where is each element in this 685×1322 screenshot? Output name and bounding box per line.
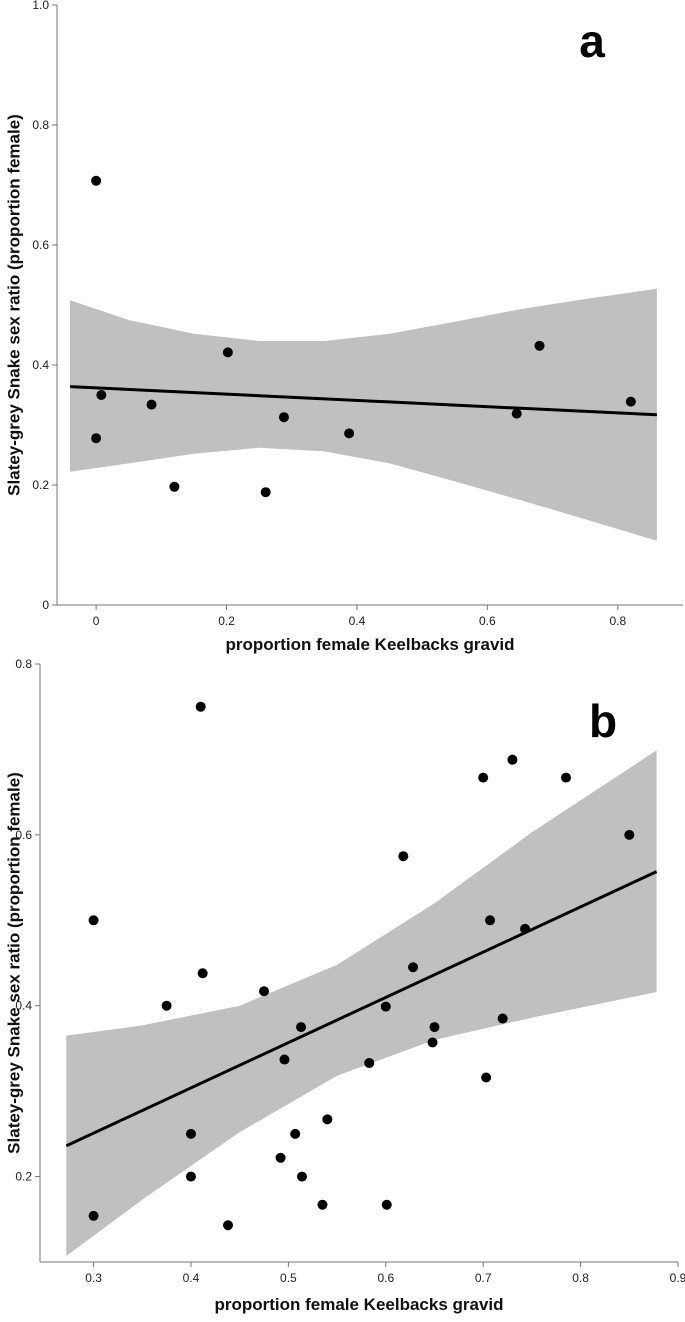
data-point — [398, 851, 409, 862]
panel-b: 0.2 0.4 0.6 0.8 0.3 0.4 0.5 0.6 0.7 0.8 0.9 proport… — [4, 657, 685, 1314]
y-tick-label: 0.6 — [32, 238, 49, 252]
data-point — [317, 1199, 328, 1210]
data-point — [185, 1171, 196, 1182]
y-tick-label: 0.4 — [15, 999, 32, 1013]
y-axis-title: Slatey-grey Snake sex ratio (proportion … — [4, 114, 23, 496]
data-point — [560, 772, 571, 783]
x-axis-title: proportion female Keelbacks gravid — [225, 635, 514, 654]
y-tick-label: 0.2 — [32, 478, 49, 492]
data-point — [485, 915, 496, 926]
y-tick-label: 0.4 — [32, 358, 49, 372]
panel-label: b — [589, 695, 617, 747]
data-point — [275, 1152, 286, 1163]
data-point — [322, 1114, 333, 1125]
data-point — [91, 433, 102, 444]
data-point — [195, 701, 206, 712]
y-axis-title: Slatey-grey Snake sex ratio (proportion … — [4, 772, 23, 1154]
panel-a: 0 0.2 0.4 0.6 0.8 1.0 0 0.2 0.4 0.6 0.8 proportion … — [4, 0, 683, 654]
regression-line — [69, 385, 657, 417]
data-point — [497, 1013, 508, 1024]
y-tick-label: 1.0 — [32, 0, 49, 12]
y-tick-label: 0.8 — [32, 118, 49, 132]
data-point — [222, 1220, 233, 1231]
data-point — [146, 399, 157, 410]
data-point — [427, 1037, 438, 1048]
y-tick-label: 0.8 — [15, 657, 32, 671]
x-axis-title: proportion female Keelbacks gravid — [214, 1295, 503, 1314]
data-point — [197, 968, 208, 979]
x-tick-label: 0.8 — [572, 1271, 589, 1285]
x-tick-label: 0.4 — [183, 1271, 200, 1285]
data-point — [380, 1001, 391, 1012]
data-point — [624, 829, 635, 840]
x-tick-label: 0.3 — [85, 1271, 102, 1285]
x-tick-label: 0.9 — [670, 1271, 685, 1285]
data-point — [96, 390, 107, 400]
data-point — [511, 408, 522, 419]
x-tick-label: 0.4 — [349, 614, 366, 628]
data-point — [88, 915, 99, 926]
panel-label: a — [579, 15, 605, 67]
y-tick-label: 0 — [42, 598, 49, 612]
data-point — [625, 396, 636, 407]
data-point — [297, 1171, 308, 1182]
data-point — [381, 1199, 392, 1210]
data-point — [478, 772, 489, 783]
data-point — [169, 481, 180, 492]
data-point — [507, 754, 518, 765]
data-point — [222, 347, 233, 358]
data-point — [481, 1072, 492, 1083]
data-point — [408, 962, 419, 973]
data-point — [185, 1128, 196, 1139]
y-tick-label: 0.2 — [15, 1170, 32, 1184]
confidence-band — [66, 750, 657, 1256]
x-tick-label: 0.7 — [475, 1271, 492, 1285]
data-point — [534, 340, 545, 351]
x-tick-label: 0 — [93, 614, 100, 628]
x-tick-label: 0.2 — [218, 614, 235, 628]
data-point — [161, 1000, 172, 1011]
data-point — [296, 1022, 307, 1033]
data-point — [520, 923, 531, 934]
data-point — [290, 1128, 301, 1139]
data-point — [344, 428, 355, 439]
x-tick-label: 0.8 — [609, 614, 626, 628]
y-tick-label: 0.6 — [15, 828, 32, 842]
data-point — [364, 1057, 375, 1068]
data-point — [260, 487, 271, 498]
confidence-band — [70, 288, 657, 541]
data-point — [278, 412, 289, 423]
x-tick-label: 0.5 — [280, 1271, 297, 1285]
data-point — [429, 1022, 440, 1033]
data-point — [91, 175, 102, 186]
data-point — [259, 986, 270, 997]
regression-line — [65, 870, 658, 1148]
x-tick-label: 0.6 — [377, 1271, 394, 1285]
data-point — [88, 1210, 99, 1221]
x-tick-label: 0.6 — [479, 614, 496, 628]
data-point — [279, 1054, 290, 1065]
